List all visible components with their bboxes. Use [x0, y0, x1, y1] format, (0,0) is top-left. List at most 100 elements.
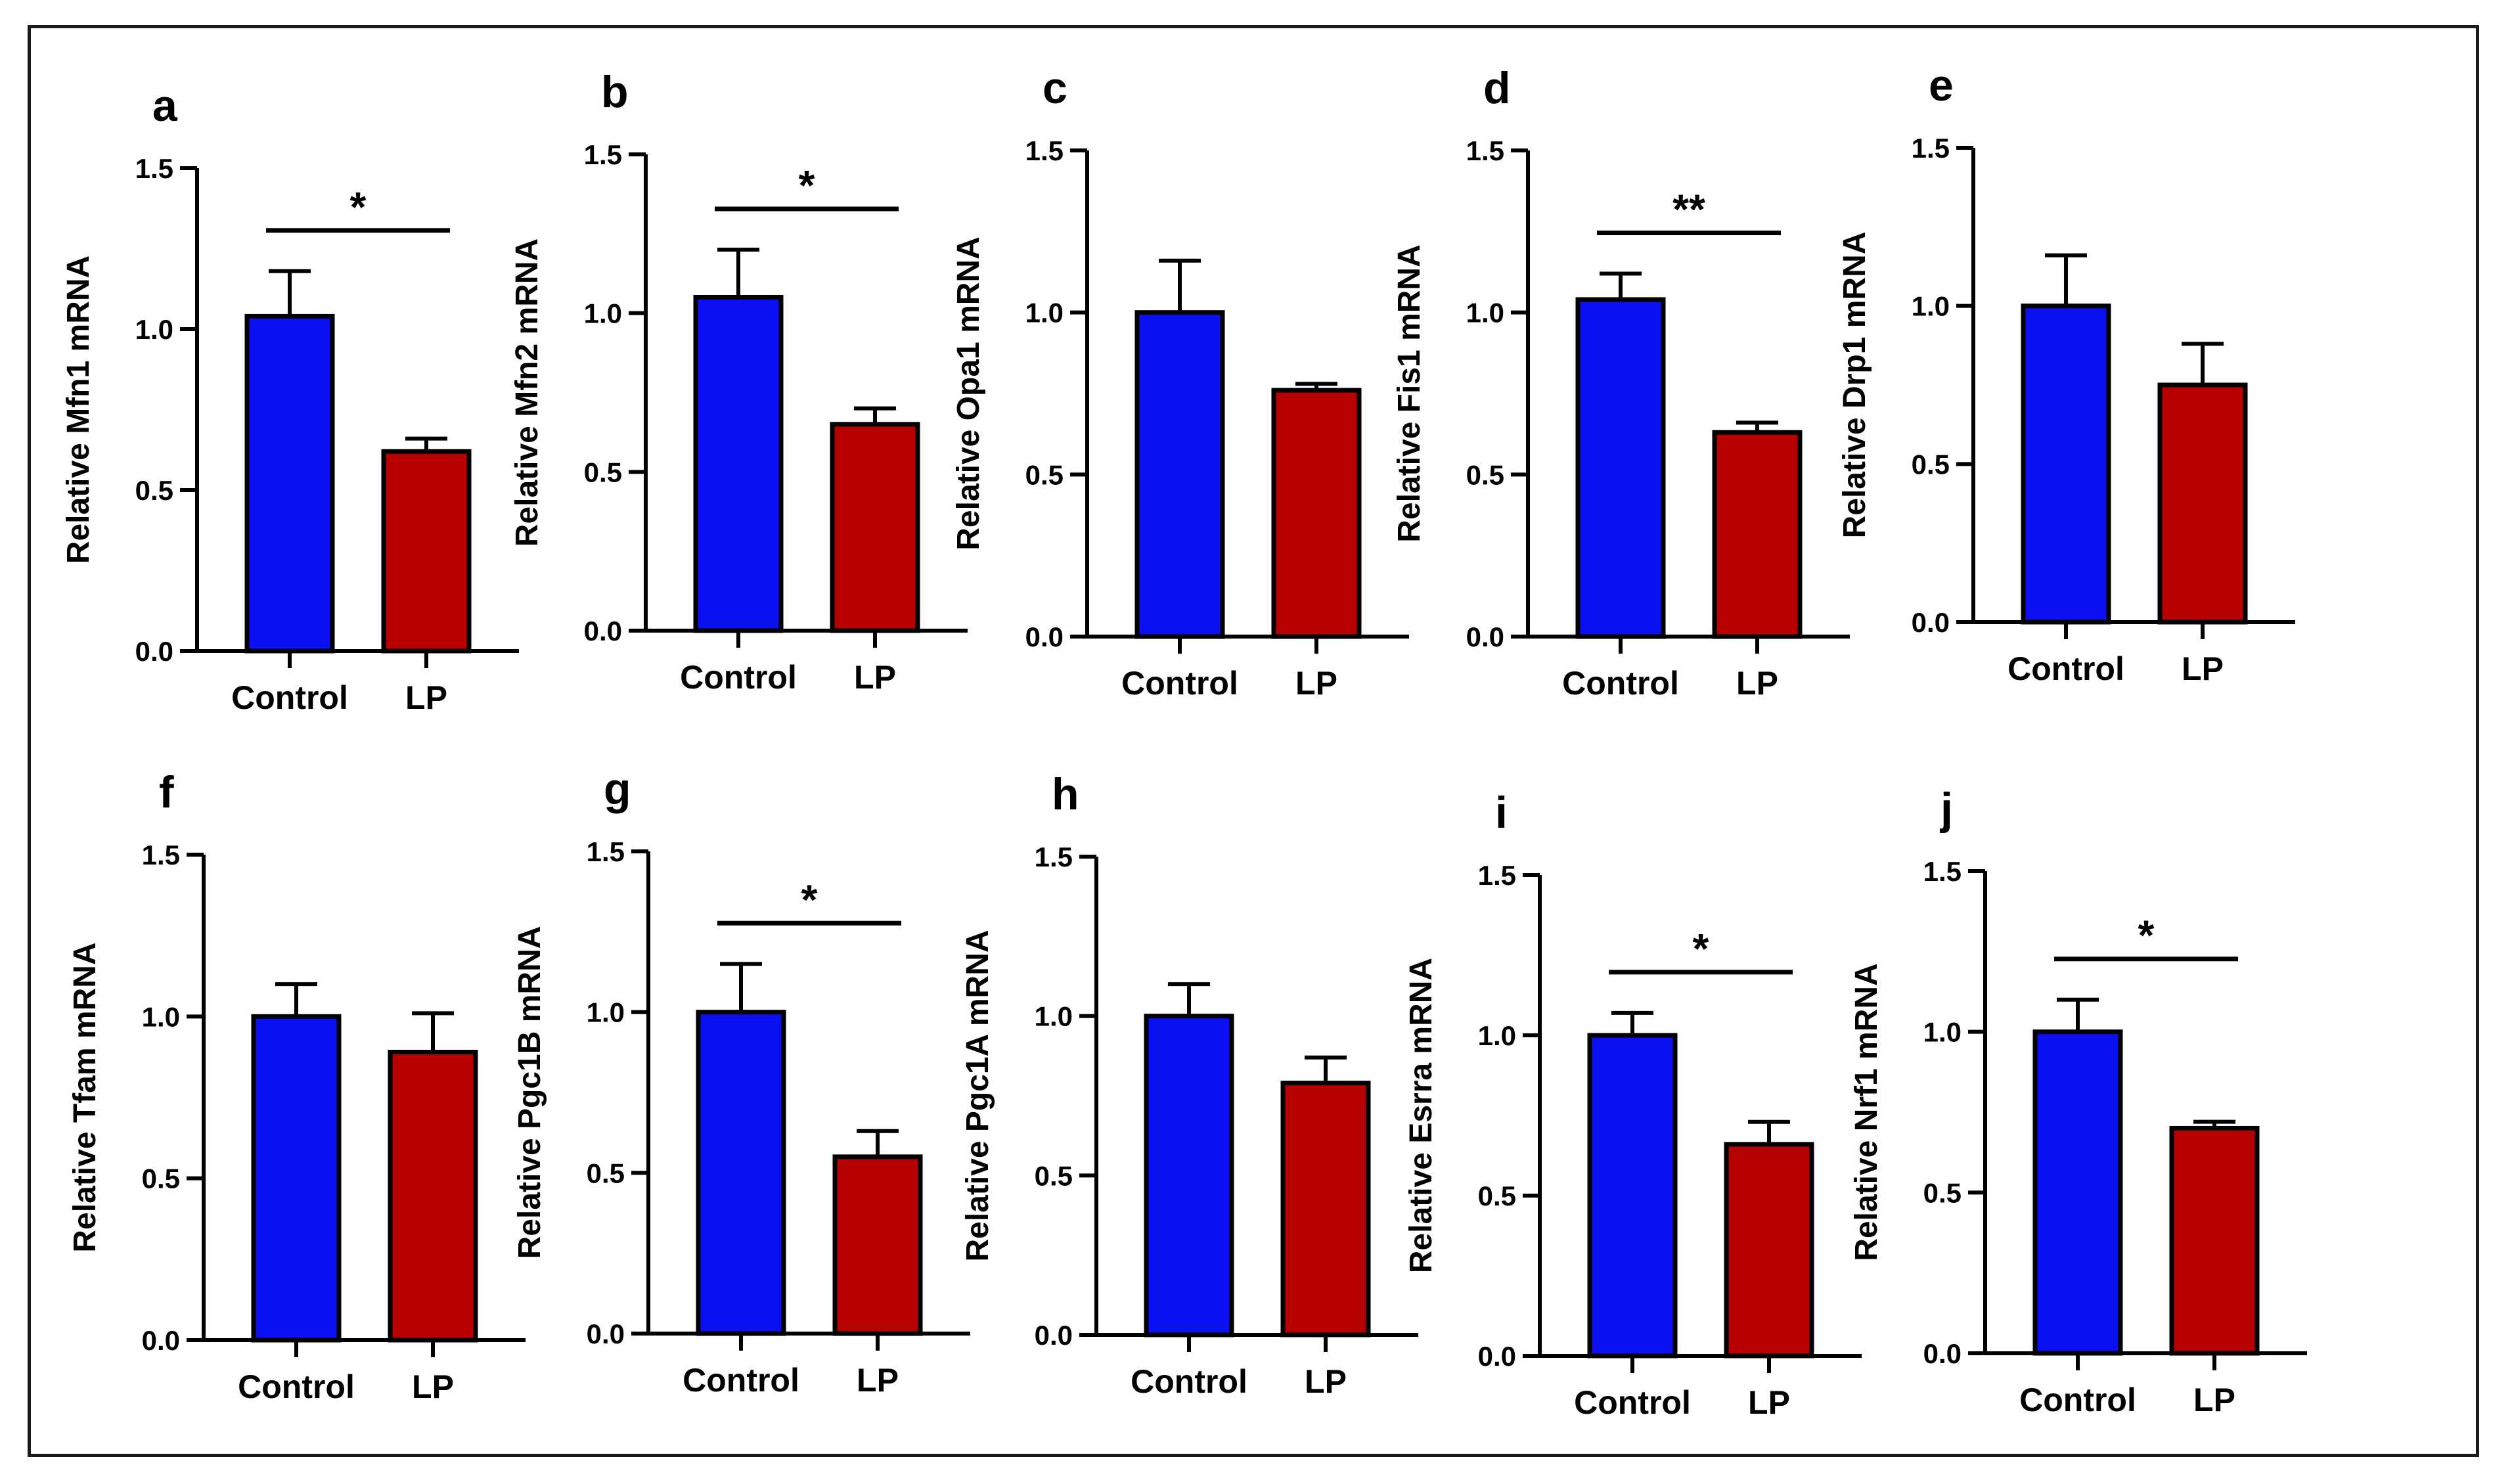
panel-j: j 0.0 0.5 1.0 1.5 Relative Nrf1 mRNA Control LP…	[1849, 784, 2307, 1418]
significance-marker: *	[799, 162, 815, 209]
bar-lp	[832, 1154, 923, 1336]
panel-e: e 0.0 0.5 1.0 1.5 Relative Drp1 mRNA Control LP	[1837, 60, 2295, 687]
bar-lp	[1280, 1081, 1371, 1338]
panel-label: a	[152, 81, 178, 131]
y-tick-label: 0.5	[1923, 1177, 1962, 1208]
x-tick-label: Control	[1574, 1384, 1691, 1421]
bar-control	[251, 1014, 342, 1343]
x-tick-label: Control	[2019, 1382, 2136, 1418]
x-tick-label: Control	[1562, 665, 1679, 702]
x-tick-label: LP	[857, 1362, 899, 1399]
y-tick-label: 0.5	[1035, 1160, 1073, 1191]
bar-control	[244, 313, 335, 654]
bar-lp	[830, 422, 920, 633]
panel-f: f 0.0 0.5 1.0 1.5 Relative Tfam mRNA Control LP	[68, 767, 526, 1405]
bar-control	[2032, 1029, 2123, 1356]
y-tick-label: 0.5	[584, 457, 622, 487]
y-tick-label: 0.0	[1025, 621, 1064, 652]
x-tick-label: LP	[2182, 650, 2224, 687]
significance-marker: **	[1672, 185, 1705, 233]
x-tick-label: Control	[231, 679, 348, 716]
y-axis-label: Relative Tfam mRNA	[68, 942, 102, 1252]
bar-control	[696, 1010, 786, 1336]
significance-marker: *	[2138, 912, 2155, 959]
x-tick-label: Control	[2007, 650, 2124, 687]
y-tick-label: 1.5	[584, 139, 622, 170]
y-tick-label: 0.5	[587, 1158, 625, 1188]
x-tick-label: Control	[680, 659, 797, 696]
panel-h: h 0.0 0.5 1.0 1.5 Relative Pgc1A mRNA Control L…	[960, 769, 1418, 1400]
x-tick-label: LP	[1748, 1384, 1790, 1421]
panel-label: d	[1483, 63, 1511, 113]
y-tick-label: 0.0	[1466, 621, 1504, 652]
significance-marker: *	[1693, 925, 1709, 972]
panel-i: i 0.0 0.5 1.0 1.5 Relative Esrra mRNA Control L…	[1404, 788, 1862, 1421]
y-tick-label: 1.0	[1912, 291, 1950, 322]
x-tick-label: LP	[1305, 1363, 1347, 1400]
x-tick-label: LP	[2193, 1382, 2235, 1418]
y-tick-label: 1.5	[1478, 860, 1516, 891]
bar-control	[1575, 297, 1666, 639]
y-tick-label: 0.5	[142, 1163, 180, 1194]
x-tick-label: Control	[683, 1362, 799, 1399]
y-axis-label: Relative Esrra mRNA	[1404, 958, 1439, 1273]
panel-label: h	[1052, 769, 1079, 819]
y-tick-label: 0.5	[1466, 459, 1504, 490]
x-tick-label: LP	[1295, 665, 1337, 702]
y-tick-label: 0.5	[1025, 459, 1064, 490]
y-axis-label: Relative Mfn2 mRNA	[510, 238, 545, 547]
y-axis-label: Relative Opa1 mRNA	[951, 236, 986, 551]
y-tick-label: 1.0	[1923, 1017, 1962, 1048]
x-tick-label: LP	[412, 1368, 454, 1405]
y-tick-label: 1.5	[1035, 842, 1073, 872]
bar-lp	[1724, 1142, 1814, 1359]
y-tick-label: 0.0	[587, 1318, 625, 1349]
panel-label: e	[1929, 60, 1954, 110]
panel-d: d 0.0 0.5 1.0 1.5 Relative Fis1 mRNA Control LP…	[1392, 63, 1850, 702]
bar-control	[2021, 304, 2111, 625]
x-tick-label: Control	[238, 1368, 355, 1405]
y-tick-label: 0.0	[1478, 1341, 1516, 1372]
panel-b: b 0.0 0.5 1.0 1.5 Relative Mfn2 mRNA Control LP…	[510, 67, 968, 696]
y-tick-label: 1.5	[1923, 856, 1962, 887]
y-tick-label: 1.5	[142, 840, 180, 870]
significance-marker: *	[350, 183, 367, 231]
y-axis-label: Relative Mfn1 mRNA	[61, 256, 96, 564]
panel-a: a 0.0 0.5 1.0 1.5 Relative Mfn1 mRNA Control LP…	[61, 81, 519, 716]
x-tick-label: LP	[405, 679, 447, 716]
panel-g: g 0.0 0.5 1.0 1.5 Relative Pgc1B mRNA Control L…	[512, 764, 970, 1399]
y-tick-label: 1.0	[1478, 1020, 1516, 1051]
bar-control	[693, 295, 784, 633]
panel-label: b	[601, 67, 629, 117]
y-tick-label: 0.5	[1478, 1180, 1516, 1211]
y-axis-label: Relative Drp1 mRNA	[1837, 232, 1872, 539]
y-tick-label: 1.0	[1466, 298, 1504, 328]
x-tick-label: Control	[1131, 1363, 1247, 1400]
x-tick-label: LP	[1736, 665, 1778, 702]
y-tick-label: 0.0	[135, 636, 173, 667]
x-tick-label: LP	[854, 659, 896, 696]
bar-lp	[388, 1050, 478, 1343]
y-tick-label: 1.0	[584, 298, 622, 329]
y-tick-label: 1.5	[587, 836, 625, 867]
y-tick-label: 1.0	[135, 314, 173, 345]
y-tick-label: 1.0	[142, 1001, 180, 1032]
bar-lp	[381, 449, 472, 654]
y-tick-label: 1.0	[587, 997, 625, 1028]
bar-lp	[1271, 388, 1362, 639]
panel-label: f	[159, 767, 174, 817]
y-axis-label: Relative Pgc1B mRNA	[512, 926, 547, 1259]
panel-label: j	[1939, 784, 1953, 834]
y-tick-label: 0.0	[584, 616, 622, 646]
bar-control	[1144, 1014, 1234, 1338]
y-axis-label: Relative Pgc1A mRNA	[960, 930, 995, 1261]
y-tick-label: 1.5	[135, 153, 173, 184]
panel-label: g	[604, 764, 631, 814]
x-tick-label: Control	[1121, 665, 1238, 702]
y-tick-label: 0.0	[1923, 1338, 1962, 1369]
bar-lp	[2169, 1125, 2260, 1356]
y-tick-label: 0.0	[142, 1325, 180, 1356]
bar-lp	[1712, 430, 1803, 639]
bar-control	[1587, 1033, 1678, 1359]
